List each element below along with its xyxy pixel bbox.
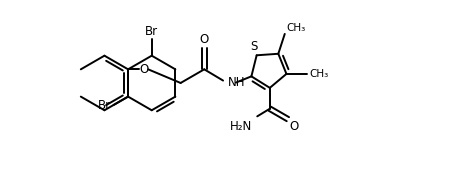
Text: S: S xyxy=(250,40,257,53)
Text: CH₃: CH₃ xyxy=(309,69,328,79)
Text: O: O xyxy=(139,63,148,76)
Text: O: O xyxy=(200,33,209,46)
Text: H₂N: H₂N xyxy=(230,120,252,132)
Text: Br: Br xyxy=(145,25,158,38)
Text: NH: NH xyxy=(228,76,245,90)
Text: CH₃: CH₃ xyxy=(286,23,305,33)
Text: Br: Br xyxy=(98,98,111,112)
Text: O: O xyxy=(290,120,299,133)
